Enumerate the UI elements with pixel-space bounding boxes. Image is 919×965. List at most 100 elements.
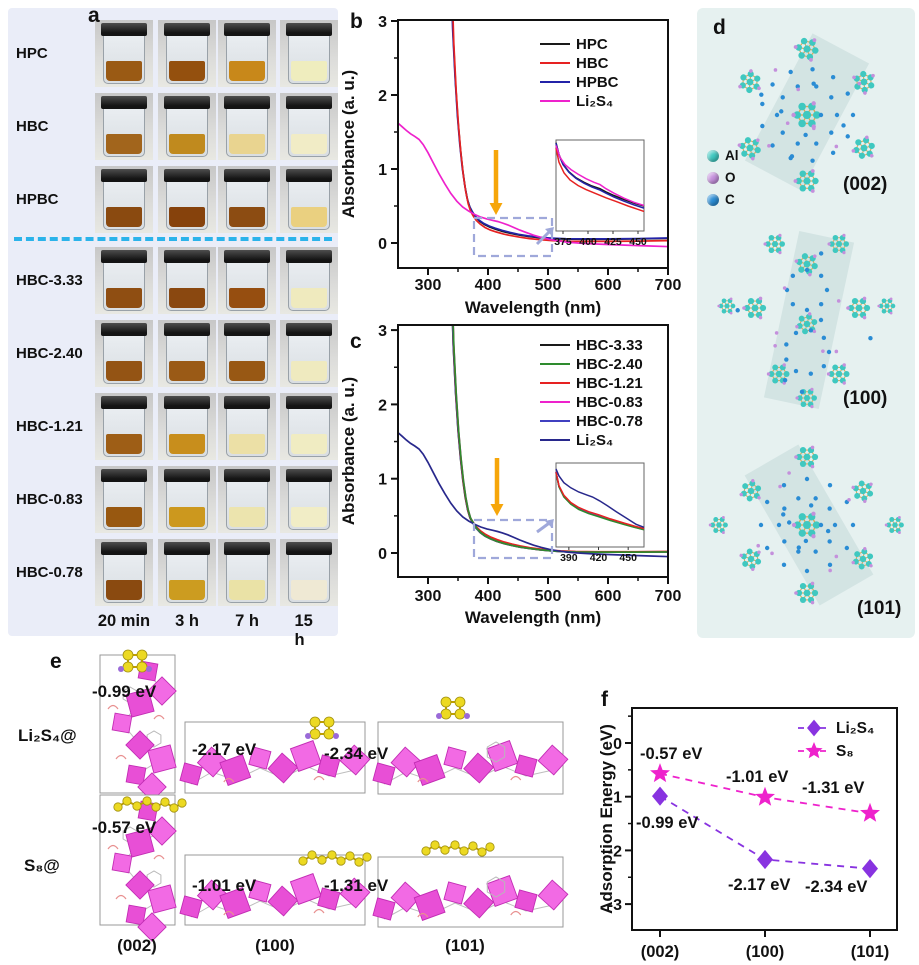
vial-photo [95, 320, 153, 387]
svg-text:(002): (002) [641, 943, 680, 961]
energy-li2s4-100: -2.17 eV [192, 740, 257, 759]
al-cluster [742, 296, 767, 320]
vial-photo [280, 466, 338, 533]
svg-text:-1.01 eV: -1.01 eV [726, 768, 788, 786]
al-cluster [851, 480, 874, 504]
al-cluster [794, 445, 819, 469]
vial-row-label: HBC-3.33 [16, 272, 83, 289]
atom-legend-C: C [707, 192, 735, 207]
vial-photo [218, 466, 276, 533]
roi-dashed-box [472, 216, 554, 258]
al-cluster [884, 515, 904, 535]
al-cluster [791, 101, 821, 129]
vial-photo [218, 93, 276, 160]
time-labels: 20 min 3 h 7 h 15 h [8, 612, 338, 649]
al-cluster [795, 312, 818, 335]
vial-row-label: HBC [16, 118, 49, 135]
vial-row-HBC: HBC [8, 93, 338, 160]
panel-c-letter: c [350, 330, 362, 353]
al-cluster [827, 233, 849, 255]
polyhedra-chain [179, 873, 371, 919]
svg-text:HBC-0.78: HBC-0.78 [576, 413, 643, 430]
vial-photo [218, 20, 276, 87]
svg-text:Adsorption Energy (eV): Adsorption Energy (eV) [600, 724, 616, 914]
svg-text:3: 3 [378, 14, 387, 31]
vial-photo [280, 20, 338, 87]
svg-text:-2.34 eV: -2.34 eV [805, 878, 867, 896]
al-cluster [738, 69, 761, 94]
dashed-divider [14, 237, 332, 241]
al-cluster [739, 478, 762, 502]
svg-text:(100): (100) [746, 943, 785, 961]
svg-text:300: 300 [415, 277, 442, 294]
mof-structures [708, 33, 904, 606]
li2s4-molecule [436, 696, 470, 720]
polyhedra-chain [372, 875, 569, 921]
vial-photo [158, 393, 216, 460]
vial-photo [280, 166, 338, 233]
vial-photo [158, 20, 216, 87]
vial-photo [95, 393, 153, 460]
svg-text:2: 2 [378, 397, 387, 414]
svg-text:-2.17 eV: -2.17 eV [728, 876, 790, 894]
al-cluster [793, 169, 819, 193]
vial-row-label: HPC [16, 45, 48, 62]
polyhedra-chain [179, 740, 371, 786]
plane-label-100: (100) [843, 388, 888, 409]
svg-text:(101): (101) [851, 943, 890, 961]
vial-photo [95, 539, 153, 606]
svg-text:390: 390 [560, 552, 578, 564]
vial-photo [280, 93, 338, 160]
svg-text:300: 300 [415, 588, 442, 605]
vial-row-HBC-0.83: HBC-0.83 [8, 466, 338, 533]
svg-text:1: 1 [378, 472, 387, 489]
svg-text:425: 425 [604, 236, 622, 248]
svg-text:Wavelength (nm): Wavelength (nm) [465, 608, 601, 627]
panel-f-chart: 0 -1 -2 -3 (002) (100) (101) Adsorption Energy … [600, 707, 898, 961]
vial-row-label: HBC-0.83 [16, 491, 83, 508]
inset-frame [555, 462, 645, 548]
svg-text:HBC-3.33: HBC-3.33 [576, 337, 643, 354]
al-cluster [791, 511, 821, 539]
svg-text:Li₂S₄: Li₂S₄ [576, 93, 613, 110]
svg-text:Wavelength (nm): Wavelength (nm) [465, 298, 601, 317]
svg-text:700: 700 [655, 588, 682, 605]
panel-e: Li₂S₄@ S₈@ -0.99 eV -2.17 eV -2.34 eV -0… [10, 648, 602, 965]
al-cluster [794, 253, 818, 277]
svg-text:450: 450 [629, 236, 647, 248]
col-label-101: (101) [445, 936, 485, 955]
vial-photo [95, 20, 153, 87]
svg-text:0: 0 [378, 236, 387, 253]
vial-photo [218, 166, 276, 233]
energy-li2s4-002: -0.99 eV [92, 682, 157, 701]
energy-s8-002: -0.57 eV [92, 818, 157, 837]
svg-text:700: 700 [655, 277, 682, 294]
svg-text:-0.99 eV: -0.99 eV [636, 814, 698, 832]
al-cluster [846, 296, 871, 320]
svg-text:420: 420 [590, 552, 608, 564]
s8-molecule [113, 796, 187, 813]
svg-text:Li₂S₄: Li₂S₄ [576, 432, 613, 449]
atom-legend-O: O [707, 170, 736, 185]
vial-photo [218, 320, 276, 387]
svg-text:450: 450 [619, 552, 637, 564]
al-cluster [793, 37, 819, 62]
polyhedra-chain [107, 660, 177, 802]
plane-label-101: (101) [857, 598, 902, 619]
svg-text:500: 500 [535, 277, 562, 294]
svg-text:1: 1 [378, 162, 387, 179]
crystal-plane [763, 231, 855, 409]
svg-text:HBC-0.83: HBC-0.83 [576, 394, 643, 411]
vial-photo [218, 393, 276, 460]
panel-a-letter: a [88, 4, 100, 27]
svg-text:Li₂S₄: Li₂S₄ [836, 720, 874, 737]
polyhedra-chain [107, 800, 177, 942]
panel-f-letter: f [601, 688, 608, 711]
time-label: 3 h [175, 612, 199, 630]
panel-e-letter: e [50, 650, 62, 673]
atom-dot [707, 171, 719, 184]
polyhedra-chain [372, 740, 569, 786]
vial-photo [95, 166, 153, 233]
vial-photo [158, 539, 216, 606]
svg-text:HBC-1.21: HBC-1.21 [576, 375, 643, 392]
